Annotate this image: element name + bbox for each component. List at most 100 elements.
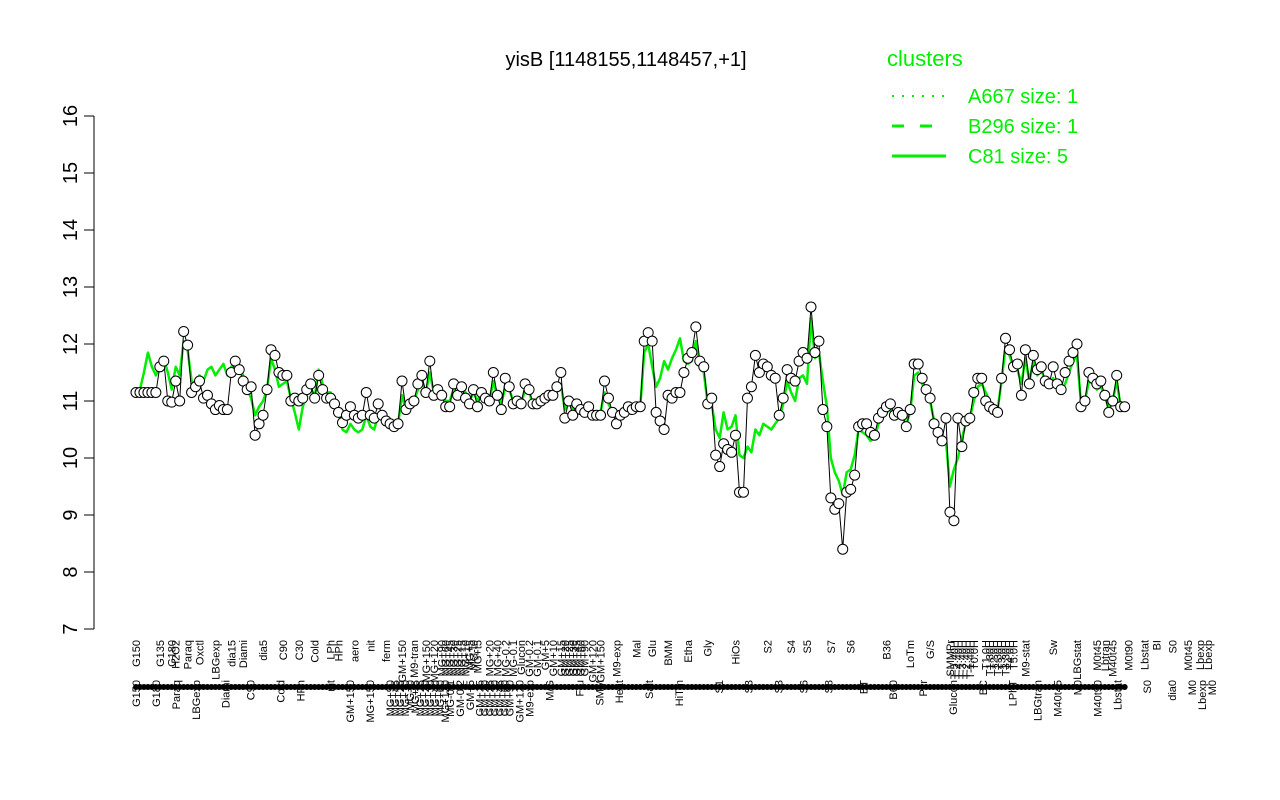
y-tick-label: 7: [60, 623, 82, 634]
x-tick-label: M40t45: [1108, 640, 1120, 677]
data-point: [396, 375, 408, 387]
data-point: [174, 395, 186, 407]
data-point: [1055, 384, 1067, 396]
data-point: [940, 412, 952, 424]
data-point: [309, 392, 321, 404]
data-point: [408, 395, 420, 407]
data-point: [257, 409, 269, 421]
x-tick-label: M0t90: [1124, 640, 1136, 671]
x-tick-label: GM+45: [572, 640, 584, 676]
x-tick-label: Lbexp: [1195, 640, 1207, 670]
data-point: [1103, 406, 1115, 418]
data-point: [825, 492, 837, 504]
x-tick-label: MG-0.1: [508, 640, 520, 677]
x-tick-label: BI: [1151, 640, 1163, 650]
data-point: [948, 515, 960, 527]
x-tick-label: Cold: [275, 680, 287, 703]
data-point: [313, 369, 325, 381]
data-point: [487, 367, 499, 378]
x-tick-label: S6: [846, 640, 858, 653]
legend: clusters A667 size: 1 B296 size: 1 C81 s…: [887, 46, 1078, 168]
x-tick-label: GM+60: [576, 640, 588, 676]
y-tick-label: 16: [60, 105, 82, 127]
data-point: [809, 347, 821, 359]
data-point: [801, 352, 813, 364]
x-tick-label: MG+10: [461, 640, 473, 676]
legend-label-a667: A667 size: 1: [968, 86, 1078, 108]
x-rug-mark: [1121, 684, 1128, 690]
x-tick-label: G/S: [925, 640, 937, 659]
data-point: [1047, 361, 1059, 373]
data-point: [1119, 401, 1131, 413]
y-tick-label: 11: [60, 391, 82, 412]
data-point: [714, 461, 726, 473]
data-point: [737, 486, 749, 498]
x-tick-label: SMMPr: [945, 640, 957, 677]
x-tick-label: T-1.40H: [965, 640, 977, 679]
data-point: [602, 392, 614, 404]
y-tick-label: 10: [60, 447, 82, 469]
data-point: [690, 321, 702, 333]
x-tick-label: Gly: [703, 640, 715, 657]
x-tick-label: M9-stat: [1020, 640, 1032, 677]
x-tick-label: T2.30H: [993, 640, 1005, 676]
x-tick-label: GM-0.2: [524, 640, 536, 677]
y-tick-label: 8: [60, 566, 82, 577]
x-tick-label: BMM: [663, 640, 675, 666]
x-tick-label: dia0: [1167, 680, 1179, 701]
data-point: [992, 406, 1004, 418]
data-point: [360, 386, 372, 398]
x-tick-label: LPhT: [1008, 680, 1020, 707]
data-point: [968, 386, 980, 398]
data-point: [523, 384, 535, 396]
data-point: [646, 335, 658, 347]
data-point: [1111, 369, 1123, 381]
data-point: [444, 401, 456, 413]
x-tick-label: S0: [1167, 640, 1179, 653]
x-tick-label: LPh: [326, 640, 338, 660]
data-point: [884, 398, 896, 410]
x-tick-label: M9-tran: [409, 640, 421, 678]
x-tick-label: GM+25: [564, 640, 576, 676]
x-tick-label: Heat: [614, 680, 626, 703]
x-tick-label: Cold: [310, 640, 322, 663]
data-point: [900, 421, 912, 433]
x-tick-label: S7: [826, 640, 838, 653]
x-tick-label: T2.0H: [989, 640, 1001, 670]
x-tick-label: MG+120: [429, 640, 441, 683]
x-tick-label: S0: [1142, 680, 1154, 693]
data-point: [1079, 395, 1091, 407]
x-tick-label: Diami: [238, 640, 250, 668]
data-point: [912, 358, 924, 370]
x-tick-label: ferm: [381, 640, 393, 662]
data-point: [956, 441, 968, 453]
y-tick-label: 14: [60, 219, 82, 241]
x-tick-label: GM+150: [596, 640, 608, 683]
data-point: [305, 378, 317, 390]
data-point: [221, 404, 233, 416]
x-tick-label: SMM: [594, 680, 606, 706]
data-point: [1107, 395, 1119, 407]
data-point: [567, 409, 579, 421]
x-tick-label: Lbstat: [1140, 640, 1152, 670]
x-tick-label: T-2.40H: [961, 640, 973, 679]
x-tick-label: T-4.40H: [953, 640, 965, 679]
x-tick-label: MG+90: [437, 640, 449, 676]
x-tick-label: HPh: [333, 640, 345, 661]
data-point: [634, 401, 646, 413]
data-point: [1071, 338, 1083, 350]
data-point: [1099, 389, 1111, 401]
data-point: [178, 325, 190, 337]
x-tick-label: LoTm: [905, 640, 917, 668]
x-tick-label: M0t45: [1183, 640, 1195, 671]
x-tick-label: GM+20: [560, 640, 572, 676]
data-point: [1011, 358, 1023, 370]
data-point: [745, 381, 757, 393]
y-axis: 7 8 9 10 11 12 13 14 15 16: [60, 105, 95, 635]
x-tick-label: Sw: [1048, 640, 1060, 655]
data-point: [551, 381, 563, 393]
data-point: [515, 398, 527, 410]
x-tick-label: T-5.40H: [949, 640, 961, 679]
